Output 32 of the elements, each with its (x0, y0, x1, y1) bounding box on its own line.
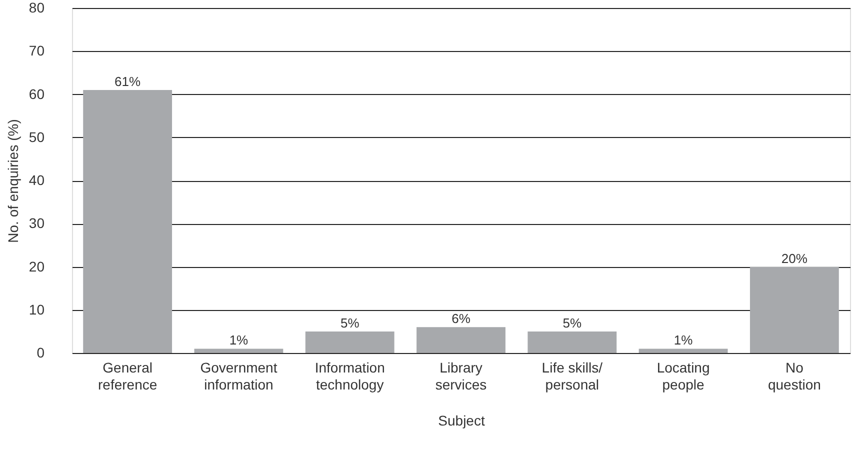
bar (305, 331, 394, 353)
data-label: 1% (229, 332, 249, 348)
bar (528, 331, 617, 353)
data-label: 6% (452, 311, 471, 326)
y-tick-label: 0 (36, 344, 45, 360)
x-tick-label: General reference (98, 360, 158, 392)
x-tick-label: No question (768, 360, 821, 392)
bar (194, 348, 284, 353)
bar (83, 90, 172, 353)
x-tick-label: Life skills/ personal (542, 360, 603, 392)
data-label: 20% (781, 250, 808, 266)
y-tick-label: 20 (28, 258, 45, 274)
x-tick-label: Locating people (656, 360, 710, 392)
y-tick-label: 70 (28, 42, 45, 59)
x-tick-label: Government information (200, 360, 278, 392)
data-label: 1% (674, 332, 694, 348)
y-tick-label: 40 (28, 172, 45, 188)
y-tick-label: 10 (28, 301, 45, 318)
x-tick-label: Information technology (314, 360, 385, 392)
data-label: 61% (114, 74, 142, 89)
y-tick-label: 60 (28, 86, 45, 102)
x-tick-label: Library services (435, 360, 487, 392)
y-tick-label: 50 (28, 128, 45, 145)
data-label: 5% (340, 315, 360, 330)
y-tick-label: 80 (28, 0, 45, 16)
y-tick-label: 30 (28, 215, 45, 232)
bar (750, 266, 839, 353)
bar (416, 327, 506, 353)
bar (638, 348, 728, 353)
y-axis-title: No. of enquiries (%) (4, 119, 21, 243)
x-axis-title: Subject (438, 412, 485, 428)
data-label: 5% (562, 315, 582, 330)
